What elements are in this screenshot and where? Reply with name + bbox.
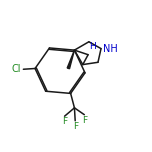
Text: H: H (89, 42, 96, 51)
Text: F: F (62, 117, 67, 126)
Text: Cl: Cl (11, 64, 21, 74)
Text: F: F (73, 122, 78, 131)
Text: NH: NH (103, 44, 118, 54)
Text: F: F (82, 116, 87, 125)
Polygon shape (67, 50, 74, 69)
